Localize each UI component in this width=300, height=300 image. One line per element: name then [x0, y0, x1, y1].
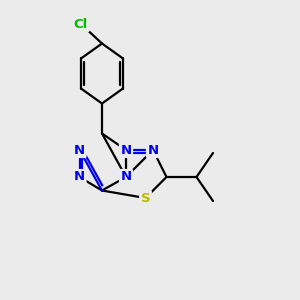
Text: N: N: [120, 170, 132, 184]
Text: N: N: [74, 143, 85, 157]
Text: N: N: [74, 170, 85, 184]
Text: Cl: Cl: [74, 17, 88, 31]
Text: S: S: [141, 191, 150, 205]
Text: N: N: [147, 143, 159, 157]
Text: N: N: [120, 143, 132, 157]
